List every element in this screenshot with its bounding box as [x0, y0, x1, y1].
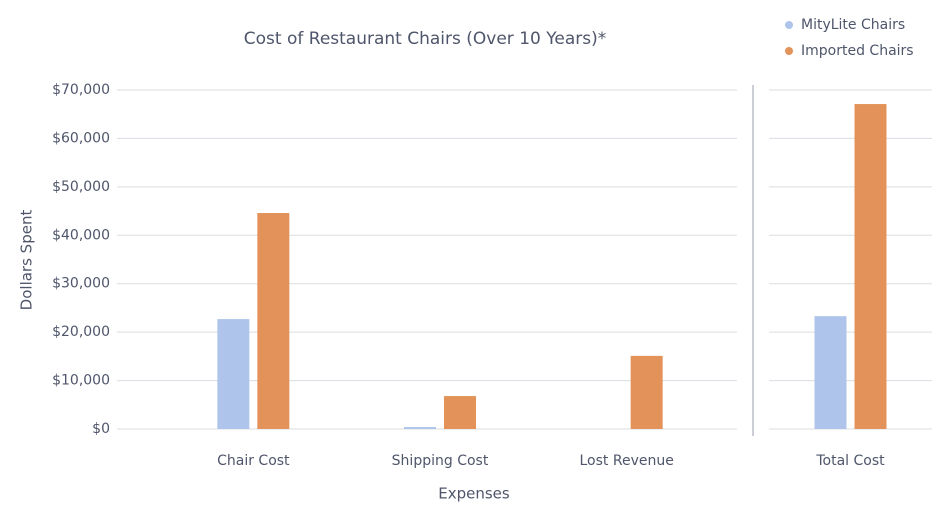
bar [404, 427, 436, 429]
y-tick-label: $20,000 [52, 324, 110, 340]
y-tick-label: $40,000 [52, 227, 110, 243]
bar [814, 316, 847, 429]
bar [444, 396, 476, 429]
legend-marker [785, 21, 793, 29]
chart-title: Cost of Restaurant Chairs (Over 10 Years… [244, 29, 606, 49]
y-tick-label: $60,000 [52, 130, 110, 146]
x-tick-label: Shipping Cost [392, 453, 489, 469]
x-axis-label: Expenses [438, 485, 510, 503]
bar [854, 104, 887, 430]
bar [217, 319, 250, 429]
y-tick-label: $30,000 [52, 276, 110, 292]
x-tick-label: Chair Cost [217, 453, 290, 469]
y-tick-label: $70,000 [52, 82, 110, 98]
legend-label: MityLite Chairs [801, 17, 905, 33]
y-tick-label: $0 [92, 421, 110, 437]
x-tick-label: Lost Revenue [580, 453, 674, 469]
x-tick-label: Total Cost [815, 453, 885, 469]
y-axis-label: Dollars Spent [18, 210, 36, 311]
bar [630, 355, 663, 429]
legend-marker [785, 47, 793, 55]
y-tick-label: $10,000 [52, 373, 110, 389]
bar [257, 213, 290, 429]
legend-label: Imported Chairs [801, 43, 914, 59]
y-tick-label: $50,000 [52, 179, 110, 195]
